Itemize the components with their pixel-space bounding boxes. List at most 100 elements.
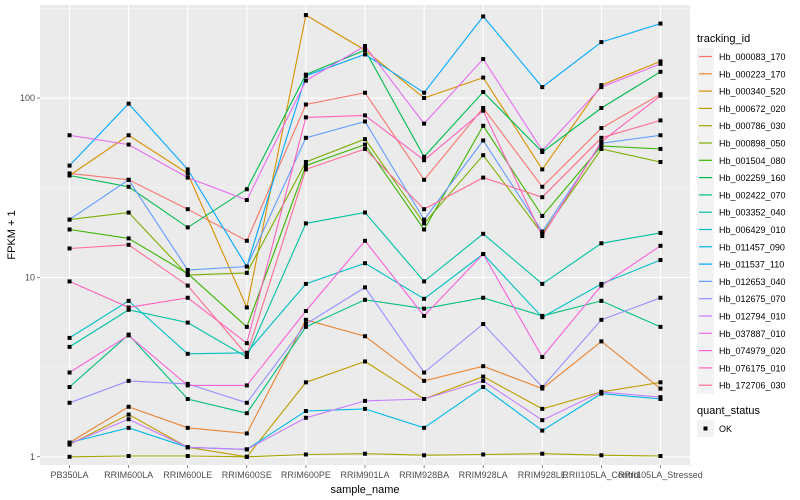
legend-label: Hb_012675_070	[719, 294, 786, 304]
data-point	[540, 148, 545, 153]
data-point	[363, 137, 367, 142]
data-point	[363, 113, 367, 118]
data-point	[126, 417, 131, 422]
data-point	[658, 59, 663, 64]
data-point	[540, 315, 545, 320]
data-point	[422, 378, 427, 383]
legend-entries: Hb_000083_170 Hb_000223_170 Hb_000340_520 H…	[697, 48, 786, 394]
legend-label: Hb_002422_070	[719, 190, 786, 200]
legend-label: Hb_074979_020	[719, 346, 786, 356]
y-tick-label: 1	[30, 452, 35, 462]
data-point	[481, 175, 486, 180]
data-point	[422, 207, 427, 212]
data-point	[244, 400, 249, 405]
data-point	[244, 350, 249, 355]
data-point	[303, 167, 308, 172]
legend-ok-point-icon	[703, 426, 708, 431]
data-point	[481, 364, 486, 369]
data-point	[540, 85, 545, 90]
data-point	[185, 454, 190, 459]
data-point	[481, 14, 486, 19]
data-point	[303, 321, 308, 326]
data-point	[185, 320, 190, 325]
data-point	[658, 159, 663, 164]
legend-title-tracking-id: tracking_id	[697, 33, 750, 45]
data-point	[540, 234, 545, 239]
legend-label: Hb_012653_040	[719, 277, 786, 287]
data-point	[126, 378, 131, 383]
data-point	[303, 159, 308, 164]
data-point	[67, 454, 72, 459]
data-point	[481, 90, 486, 95]
data-point	[244, 354, 249, 359]
data-point	[303, 13, 308, 18]
data-point	[658, 230, 663, 235]
data-point	[185, 383, 190, 388]
x-tick-label: RRIM928BA	[399, 470, 449, 480]
legend-label: Hb_011537_110	[719, 260, 784, 270]
data-point	[185, 171, 190, 176]
legend-label: Hb_000083_170	[719, 52, 786, 62]
data-point	[422, 227, 427, 232]
data-point	[126, 305, 131, 310]
data-point	[658, 93, 663, 98]
data-point	[67, 171, 72, 176]
data-point	[67, 400, 72, 405]
data-point	[599, 298, 604, 303]
data-point	[422, 217, 427, 222]
data-point	[540, 229, 545, 234]
y-axis: 1 10 100	[20, 93, 40, 462]
data-point	[303, 317, 308, 322]
data-point	[303, 102, 308, 107]
data-point	[363, 90, 367, 95]
data-point	[481, 153, 486, 158]
data-point	[185, 351, 190, 356]
data-point	[67, 335, 72, 340]
data-point	[67, 173, 72, 178]
data-point	[303, 73, 308, 78]
x-axis: PB350LA RRIM600LA RRIM600LE RRIM600SE RRIM60…	[51, 465, 703, 480]
data-point	[303, 221, 308, 226]
data-point	[363, 285, 367, 290]
data-point	[481, 252, 486, 257]
data-point	[540, 384, 545, 389]
legend-label: Hb_003352_040	[719, 208, 786, 218]
data-point	[185, 271, 190, 276]
x-tick-label: RRIM901LA	[340, 470, 389, 480]
data-point	[540, 418, 545, 423]
data-point	[658, 146, 663, 151]
x-axis-title: sample_name	[330, 484, 399, 496]
data-point	[244, 352, 249, 357]
data-point	[363, 406, 367, 411]
data-point	[481, 295, 486, 300]
data-point	[303, 415, 308, 420]
data-point	[303, 408, 308, 413]
data-point	[658, 324, 663, 329]
data-point	[422, 279, 427, 284]
data-point	[599, 453, 604, 458]
data-point	[599, 283, 604, 288]
legend-label: Hb_000786_030	[719, 121, 786, 131]
data-point	[244, 305, 249, 310]
legend-label: Hb_012794_010	[719, 312, 786, 322]
data-point	[303, 115, 308, 120]
data-point	[422, 306, 427, 311]
data-point	[126, 177, 131, 182]
data-point	[658, 61, 663, 66]
legend-label: Hb_076175_010	[719, 363, 786, 373]
data-point	[244, 341, 249, 346]
data-point	[540, 231, 545, 236]
data-point	[244, 454, 249, 459]
data-point	[658, 386, 663, 391]
legend-label: Hb_006429_010	[719, 225, 786, 235]
data-point	[540, 184, 545, 189]
data-point	[126, 298, 131, 303]
data-point	[126, 210, 131, 215]
data-point	[303, 281, 308, 286]
data-point	[422, 313, 427, 318]
data-point	[185, 225, 190, 230]
legend: tracking_id Hb_000083_170Hb_000223_170Hb…	[697, 33, 786, 437]
data-point	[540, 213, 545, 218]
data-point	[67, 384, 72, 389]
